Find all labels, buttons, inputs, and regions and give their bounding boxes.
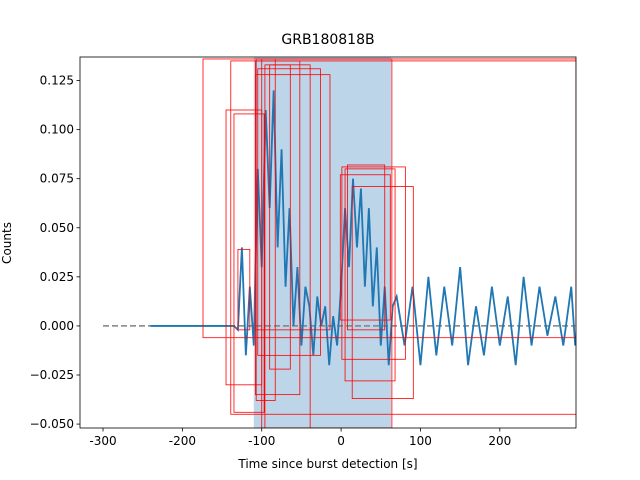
box xyxy=(255,58,276,401)
y-tick-label: −0.025 xyxy=(30,368,74,382)
box xyxy=(230,60,576,415)
x-axis-label: Time since burst detection [s] xyxy=(237,457,417,471)
y-tick-label: 0.100 xyxy=(40,123,74,137)
y-tick-label: −0.050 xyxy=(30,417,74,431)
box xyxy=(341,166,406,360)
box xyxy=(233,113,265,413)
plot-area xyxy=(103,57,576,428)
x-tick-label: 100 xyxy=(409,434,432,448)
box xyxy=(344,168,396,382)
x-tick-label: 200 xyxy=(488,434,511,448)
y-tick-label: 0.125 xyxy=(40,74,74,88)
x-tick-label: -300 xyxy=(89,434,116,448)
y-tick-label: 0.025 xyxy=(40,270,74,284)
box xyxy=(269,64,291,370)
chart-title: GRB180818B xyxy=(281,32,374,48)
x-tick-label: -200 xyxy=(169,434,196,448)
box xyxy=(351,186,414,399)
y-axis-label: Counts xyxy=(0,222,14,264)
box xyxy=(237,248,251,331)
axes-frame xyxy=(79,56,577,429)
y-tick-label: 0.075 xyxy=(40,172,74,186)
y-tick-label: 0.000 xyxy=(40,319,74,333)
box xyxy=(257,68,321,356)
x-tick-label: -100 xyxy=(248,434,275,448)
box xyxy=(339,174,391,321)
box xyxy=(347,164,386,331)
x-tick-label: 0 xyxy=(337,434,345,448)
box xyxy=(261,58,393,428)
light-curve xyxy=(150,90,576,366)
axes: -300 -200 -100 0 100 200 −0.050 −0.025 0.000 0.02… xyxy=(30,56,577,448)
y-tick-label: 0.050 xyxy=(40,221,74,235)
box xyxy=(254,74,331,331)
